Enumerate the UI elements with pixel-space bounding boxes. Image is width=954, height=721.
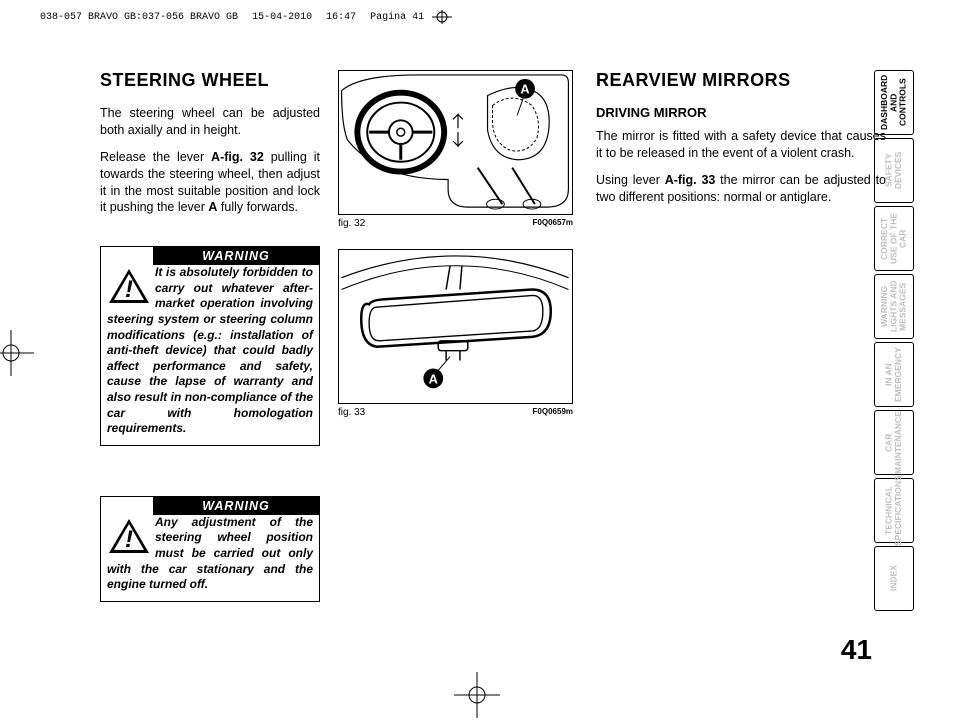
steering-p1: The steering wheel can be adjusted both … bbox=[100, 105, 320, 139]
svg-text:A: A bbox=[429, 371, 438, 386]
fig33-code: F0Q0659m bbox=[533, 407, 573, 418]
print-header: 038-057 BRAVO GB:037-056 BRAVO GB 15-04-… bbox=[40, 10, 456, 24]
tab-tech-spec[interactable]: TECHNICAL SPECIFICATIONS bbox=[874, 478, 914, 543]
warning-text-2: ! Any adjustment of the steering wheel p… bbox=[107, 515, 313, 593]
warning-triangle-icon: ! bbox=[107, 267, 151, 305]
steering-p2-ref: A-fig. 32 bbox=[211, 150, 264, 164]
crop-mark-left bbox=[0, 330, 34, 376]
mirrors-title: REARVIEW MIRRORS bbox=[596, 70, 886, 91]
figure-32: A bbox=[338, 70, 573, 215]
print-header-date: 15-04-2010 bbox=[252, 12, 312, 23]
steering-p2-post: fully forwards. bbox=[217, 200, 298, 214]
mirrors-p2-pre: Using lever bbox=[596, 173, 665, 187]
tab-correct-use[interactable]: CORRECT USE OF THE CAR bbox=[874, 206, 914, 271]
fig32-code: F0Q0657m bbox=[533, 218, 573, 229]
page-number: 41 bbox=[841, 634, 872, 666]
tab-dashboard[interactable]: DASHBOARD AND CONTROLS bbox=[874, 70, 914, 135]
tab-emergency[interactable]: IN AN EMERGENCY bbox=[874, 342, 914, 407]
figure-32-svg: A bbox=[339, 71, 572, 214]
print-mark-icon bbox=[428, 10, 456, 24]
steering-p2-pre: Release the lever bbox=[100, 150, 211, 164]
mirrors-p2: Using lever A-fig. 33 the mirror can be … bbox=[596, 172, 886, 206]
print-header-left: 038-057 BRAVO GB:037-056 BRAVO GB bbox=[40, 12, 238, 23]
fig33-label: fig. 33 bbox=[338, 407, 365, 418]
tab-index[interactable]: INDEX bbox=[874, 546, 914, 611]
steering-title: STEERING WHEEL bbox=[100, 70, 320, 91]
tab-maintenance[interactable]: CAR MAINTENANCE bbox=[874, 410, 914, 475]
warning-label-2: WARNING bbox=[153, 497, 319, 515]
warning-triangle-icon: ! bbox=[107, 517, 151, 555]
warning-text-1: ! It is absolutely forbidden to carry ou… bbox=[107, 265, 313, 437]
tab-warning-lights[interactable]: WARNING LIGHTS AND MESSAGES bbox=[874, 274, 914, 339]
steering-p2: Release the lever A-fig. 32 pulling it t… bbox=[100, 149, 320, 217]
column-figures: A fig. 32 F0Q0657m bbox=[338, 70, 578, 676]
fig33-caption: fig. 33 F0Q0659m bbox=[338, 407, 573, 418]
fig32-caption: fig. 32 F0Q0657m bbox=[338, 218, 573, 229]
figure-33: A bbox=[338, 249, 573, 404]
svg-text:!: ! bbox=[125, 526, 133, 553]
section-tabs: DASHBOARD AND CONTROLS SAFETY DEVICES CO… bbox=[874, 70, 914, 611]
fig32-label: fig. 32 bbox=[338, 218, 365, 229]
crop-mark-bottom bbox=[454, 672, 500, 718]
column-mirrors: REARVIEW MIRRORS DRIVING MIRROR The mirr… bbox=[596, 70, 886, 676]
mirrors-p1: The mirror is fitted with a safety devic… bbox=[596, 128, 886, 162]
tab-safety[interactable]: SAFETY DEVICES bbox=[874, 138, 914, 203]
warning-box-1: WARNING ! It is absolutely forbidden to … bbox=[100, 246, 320, 446]
mirrors-p2-ref: A-fig. 33 bbox=[665, 173, 716, 187]
warning-label-1: WARNING bbox=[153, 247, 319, 265]
figure-33-svg: A bbox=[339, 250, 572, 403]
column-steering: STEERING WHEEL The steering wheel can be… bbox=[100, 70, 320, 676]
warning-box-2: WARNING ! Any adjustment of the steering… bbox=[100, 496, 320, 602]
print-header-time: 16:47 bbox=[326, 12, 356, 23]
driving-mirror-h2: DRIVING MIRROR bbox=[596, 105, 886, 120]
print-header-page: Pagina 41 bbox=[370, 12, 424, 23]
svg-text:!: ! bbox=[125, 276, 133, 303]
svg-text:A: A bbox=[520, 82, 529, 97]
